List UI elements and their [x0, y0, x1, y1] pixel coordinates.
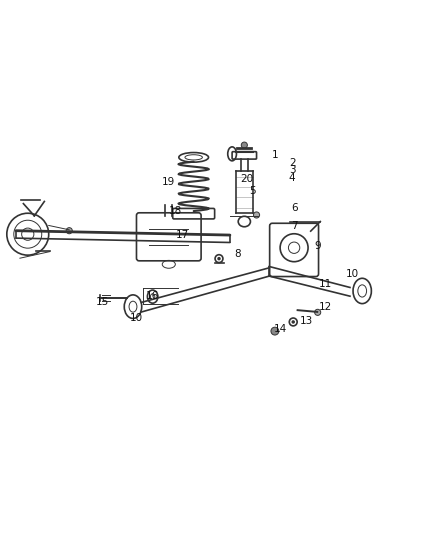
Text: 8: 8: [234, 249, 241, 259]
Circle shape: [271, 327, 279, 335]
Text: 15: 15: [96, 297, 109, 308]
Text: 20: 20: [240, 174, 253, 184]
Text: 10: 10: [130, 312, 143, 322]
Text: 14: 14: [274, 324, 287, 334]
Circle shape: [217, 257, 221, 261]
Text: 7: 7: [291, 221, 298, 231]
Text: 1: 1: [272, 150, 278, 160]
Text: 10: 10: [346, 269, 359, 279]
Text: 4: 4: [289, 173, 296, 183]
Text: 9: 9: [314, 240, 321, 251]
Circle shape: [66, 228, 72, 234]
Text: 17: 17: [176, 230, 190, 240]
Circle shape: [241, 142, 247, 148]
Circle shape: [291, 320, 295, 324]
Text: 16: 16: [146, 291, 159, 301]
Circle shape: [314, 309, 321, 316]
Text: 13: 13: [300, 316, 313, 326]
Text: 18: 18: [169, 206, 182, 216]
Text: 19: 19: [162, 177, 176, 187]
Text: 12: 12: [318, 302, 332, 312]
Text: 6: 6: [291, 203, 298, 213]
Text: 11: 11: [318, 279, 332, 289]
Text: 5: 5: [250, 187, 256, 196]
Text: 2: 2: [289, 158, 296, 168]
Text: 3: 3: [289, 165, 296, 175]
Circle shape: [254, 212, 260, 218]
